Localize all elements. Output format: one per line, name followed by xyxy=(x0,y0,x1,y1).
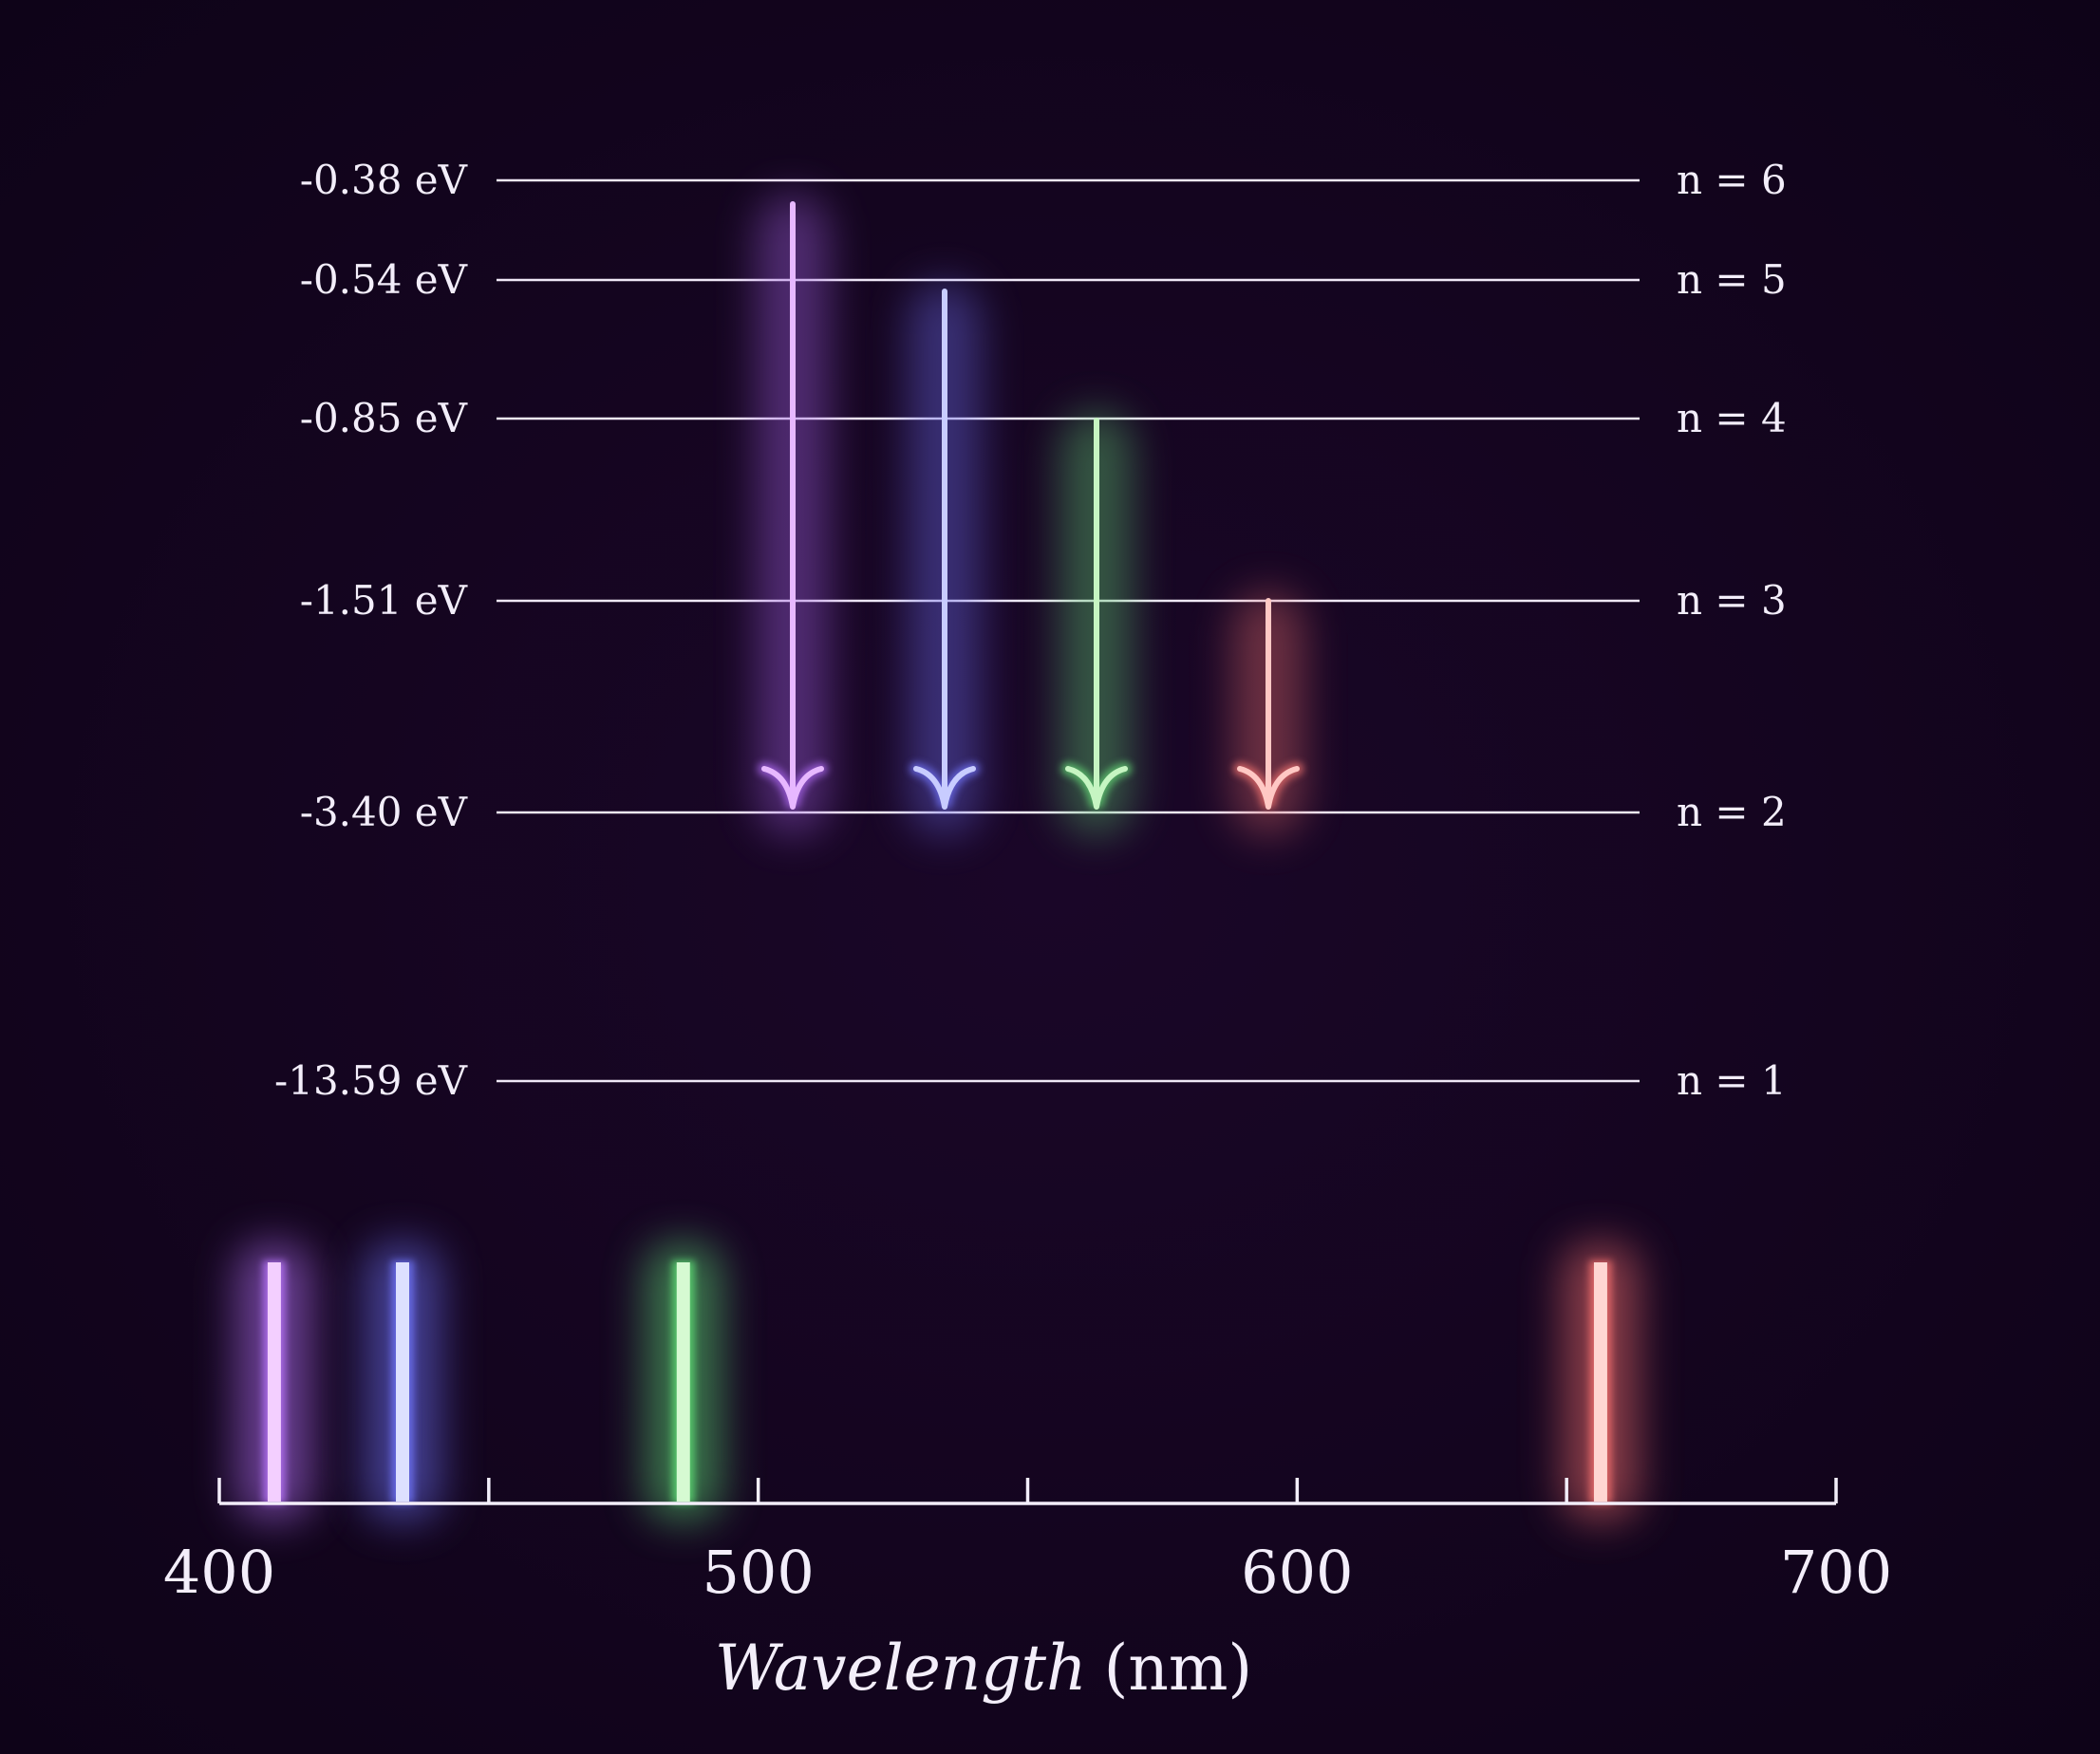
transition-arrow-n4-to-n2 xyxy=(1060,411,1133,835)
transitions xyxy=(757,195,1304,835)
spectral-line-core xyxy=(676,1262,690,1502)
spectral-line-434nm xyxy=(365,1243,441,1521)
transition-arrow-n6-to-n2 xyxy=(757,195,829,835)
transition-arrow-n3-to-n2 xyxy=(1232,591,1304,835)
arrow-head xyxy=(913,766,976,810)
arrow-head xyxy=(761,766,824,810)
arrow-head xyxy=(1065,766,1128,810)
state-label: n = 6 xyxy=(1677,157,1787,203)
energy-level-n3: -1.51 eV n = 3 xyxy=(300,577,1787,624)
energy-label: -3.40 eV xyxy=(300,789,468,835)
state-label: n = 5 xyxy=(1677,256,1787,303)
transition-arrow-n5-to-n2 xyxy=(909,282,981,835)
energy-level-n4: -0.85 eV n = 4 xyxy=(300,395,1787,441)
energy-level-n2: -3.40 eV n = 2 xyxy=(300,789,1787,835)
spectral-lines xyxy=(235,1243,1639,1521)
axis-title-quantity: Wavelength xyxy=(715,1632,1087,1705)
tick-label: 700 xyxy=(1780,1538,1892,1607)
energy-label: -0.54 eV xyxy=(300,256,468,303)
energy-label: -0.85 eV xyxy=(300,395,468,441)
state-label: n = 2 xyxy=(1677,789,1787,835)
spectral-line-656nm xyxy=(1562,1243,1639,1521)
wavelength-axis: 400 500 600 700 xyxy=(163,1478,1892,1607)
state-label: n = 4 xyxy=(1677,395,1787,441)
tick-label: 400 xyxy=(163,1538,275,1607)
axis-title-unit: (nm) xyxy=(1104,1632,1253,1705)
tick-label: 500 xyxy=(702,1538,814,1607)
spectral-line-410nm xyxy=(235,1243,312,1521)
arrow-head xyxy=(1237,766,1300,810)
state-label: n = 3 xyxy=(1677,577,1787,624)
spectral-line-486nm xyxy=(645,1243,722,1521)
emission-spectrum: 400 500 600 700 Wavelength (nm) xyxy=(163,1243,1892,1705)
energy-label: -13.59 eV xyxy=(274,1057,468,1104)
energy-level-n6: -0.38 eV n = 6 xyxy=(300,157,1787,203)
energy-levels: -0.38 eV n = 6-0.54 eV n = 5-0.85 eV n = 4-… xyxy=(274,157,1787,1104)
energy-label: -0.38 eV xyxy=(300,157,468,203)
spectral-line-core xyxy=(267,1262,281,1502)
tick-label: 600 xyxy=(1241,1538,1353,1607)
energy-level-n1: -13.59 eV n = 1 xyxy=(274,1057,1787,1104)
axis-title: Wavelength (nm) xyxy=(715,1632,1252,1705)
energy-level-n5: -0.54 eV n = 5 xyxy=(300,256,1787,303)
energy-label: -1.51 eV xyxy=(300,577,468,624)
spectral-line-core xyxy=(396,1262,410,1502)
state-label: n = 1 xyxy=(1677,1057,1787,1104)
spectral-line-core xyxy=(1593,1262,1607,1502)
